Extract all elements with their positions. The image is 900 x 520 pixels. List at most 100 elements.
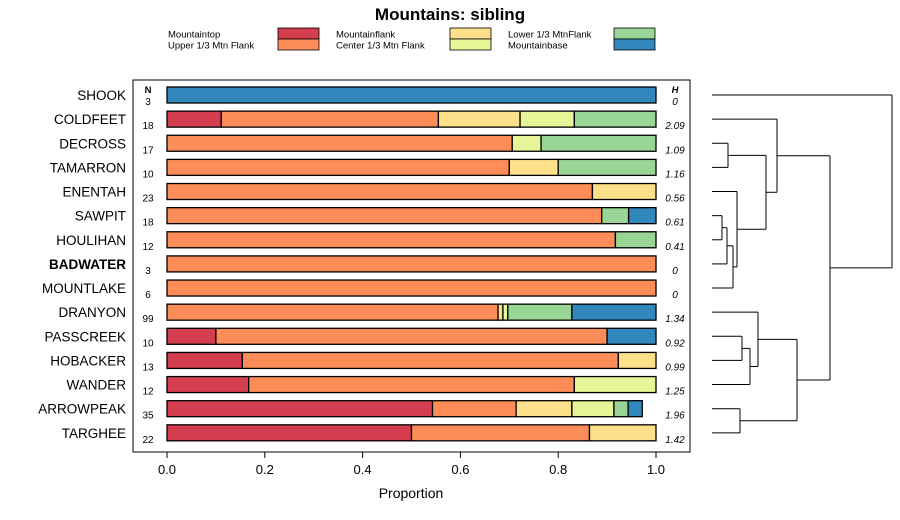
row-label: SAWPIT: [75, 209, 126, 224]
h-value: 1.42: [665, 435, 685, 446]
legend-label: Mountaintop: [168, 30, 220, 41]
bar-segment: [166, 279, 657, 297]
row-label: DECROSS: [59, 136, 126, 151]
bar-segment: [515, 400, 573, 418]
bar-segment: [215, 327, 608, 345]
h-value: 0: [672, 290, 678, 301]
sample-size: 18: [142, 121, 154, 132]
h-value: 0: [672, 266, 678, 277]
bar-segment: [166, 206, 603, 225]
sample-size: 3: [145, 97, 151, 108]
h-value: 0: [672, 97, 678, 108]
bar-segment: [166, 86, 657, 104]
row-label: COLDFEET: [54, 112, 126, 127]
bar-segment: [166, 351, 243, 370]
bar-segment: [573, 110, 657, 128]
bar-segment: [614, 231, 657, 249]
legend-label: Upper 1/3 Mtn Flank: [168, 41, 254, 52]
bar-segment: [166, 303, 499, 321]
row-label: WANDER: [67, 378, 127, 393]
x-tick-label: 0.4: [354, 462, 372, 477]
sample-size: 10: [142, 169, 154, 180]
bar-segment: [166, 255, 657, 273]
bar-segment: [606, 327, 657, 345]
row-label: HOBACKER: [50, 353, 126, 368]
bar-segment: [166, 158, 510, 177]
sample-size: 22: [142, 435, 154, 446]
x-tick-label: 0.0: [158, 462, 176, 477]
sample-size: 6: [145, 290, 151, 301]
bar-segment: [557, 158, 657, 177]
h-value: 0.61: [665, 218, 684, 229]
legend-swatch: [277, 27, 320, 40]
h-header: H: [672, 85, 680, 96]
n-header: N: [145, 85, 152, 96]
bar-segment: [627, 400, 643, 418]
h-value: 0.56: [665, 194, 685, 205]
bar-segment: [601, 206, 630, 225]
x-tick-label: 0.8: [549, 462, 567, 477]
h-value: 1.09: [665, 145, 685, 156]
row-label: HOULIHAN: [56, 233, 126, 248]
sample-size: 12: [142, 387, 154, 398]
sample-size: 13: [142, 362, 154, 373]
bar-segment: [511, 134, 542, 152]
sample-size: 10: [142, 338, 154, 349]
chart-rows: SHOOK 3 0 COLDFEET 18 2.09 DECROSS 17 1.09 TAMARR…: [38, 86, 685, 446]
row-label: DRANYON: [58, 305, 126, 320]
x-tick-label: 0.2: [256, 462, 274, 477]
bar-segment: [573, 375, 657, 394]
bar-segment: [540, 134, 657, 152]
h-value: 0.41: [665, 242, 684, 253]
bar-segment: [571, 400, 615, 418]
bar-segment: [591, 182, 657, 201]
bar-segment: [166, 375, 250, 394]
h-value: 1.25: [665, 387, 685, 398]
legend-label: Mountainflank: [336, 30, 395, 41]
bar-segment: [571, 303, 657, 321]
bar-segment: [166, 424, 413, 442]
legend-swatch: [449, 27, 492, 40]
row-label: TARGHEE: [62, 426, 126, 441]
bar-segment: [437, 110, 521, 128]
legend-swatch: [449, 38, 492, 51]
bar-segment: [502, 303, 509, 321]
chart-title: Mountains: sibling: [375, 5, 525, 24]
x-axis-label: Proportion: [379, 485, 444, 501]
bar-segment: [166, 231, 617, 249]
x-tick-label: 1.0: [647, 462, 665, 477]
sample-size: 17: [142, 145, 154, 156]
row-label: MOUNTLAKE: [42, 281, 126, 296]
bar-segment: [508, 158, 559, 177]
plot-frame: [132, 79, 691, 453]
bar-segment: [507, 303, 573, 321]
bar-segment: [166, 400, 434, 418]
bar-segment: [617, 351, 657, 370]
h-value: 1.34: [665, 314, 685, 325]
legend-swatch: [277, 38, 320, 51]
bar-segment: [241, 351, 619, 370]
row-label: SHOOK: [77, 88, 126, 103]
bar-segment: [220, 110, 440, 128]
x-axis: 0.0 0.2 0.4 0.6 0.8 1.0: [158, 452, 665, 477]
sample-size: 35: [142, 411, 154, 422]
sample-size: 18: [142, 218, 154, 229]
bar-segment: [519, 110, 575, 128]
bar-segment: [627, 206, 657, 225]
bar-segment: [613, 400, 629, 418]
row-label: TAMARRON: [50, 160, 126, 175]
bar-segment: [410, 424, 591, 442]
legend-swatch: [613, 27, 656, 40]
legend-label: Center 1/3 Mtn Flank: [336, 41, 425, 52]
bar-segment: [166, 110, 222, 128]
sample-size: 23: [142, 194, 154, 205]
bar-segment: [497, 303, 504, 321]
bar-segment: [431, 400, 517, 418]
sample-size: 99: [142, 314, 154, 325]
row-label: PASSCREEK: [44, 329, 126, 344]
bar-segment: [166, 327, 217, 345]
legend-swatch: [613, 38, 656, 51]
legend-label: Mountainbase: [508, 41, 568, 52]
